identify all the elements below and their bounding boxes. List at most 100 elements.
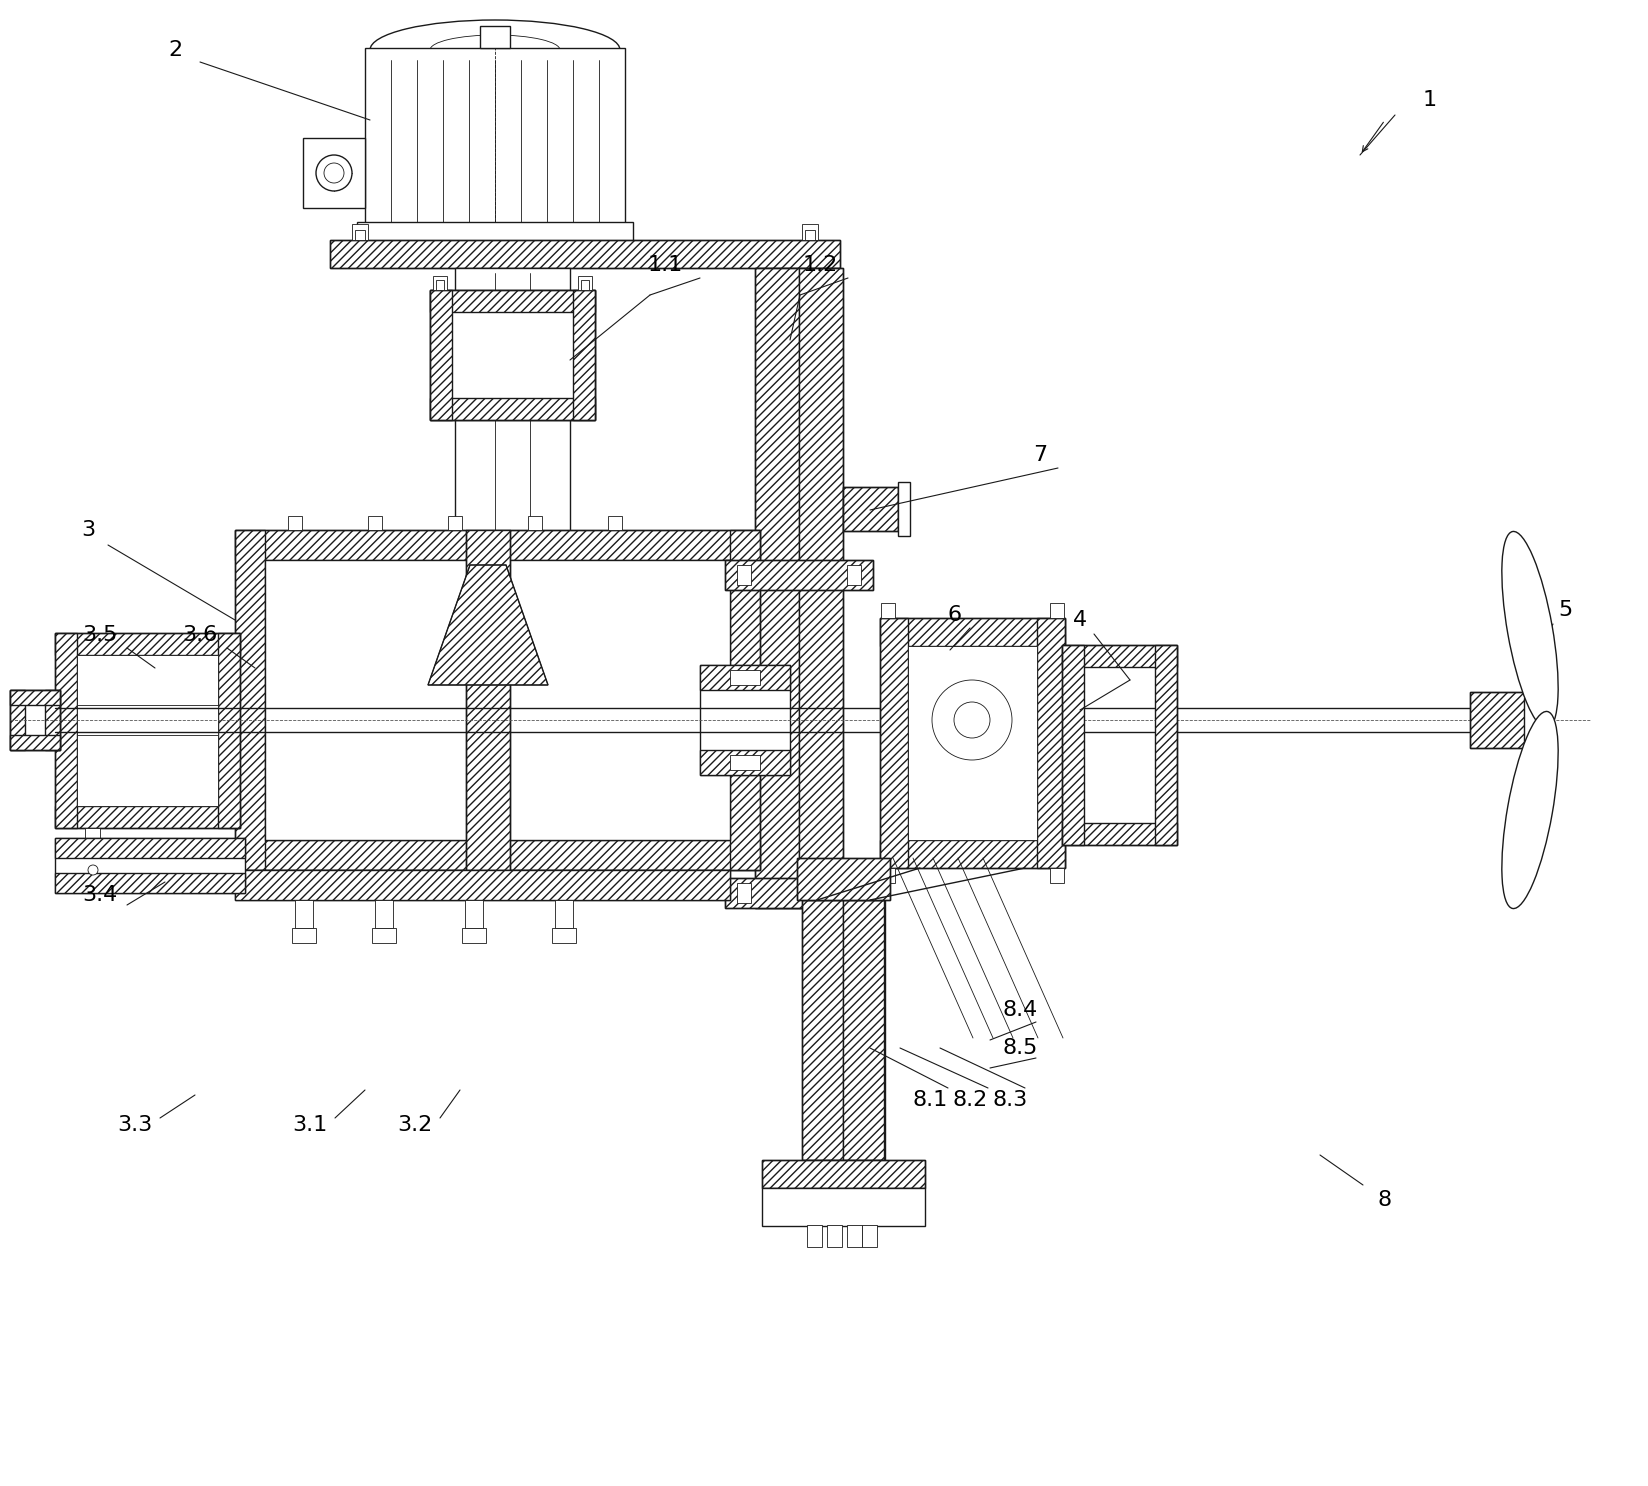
Bar xyxy=(430,290,595,421)
Bar xyxy=(354,230,364,241)
Bar xyxy=(10,690,59,704)
Bar xyxy=(725,878,872,908)
Bar xyxy=(1154,645,1177,846)
Text: 8.1: 8.1 xyxy=(911,1091,948,1110)
Text: 3.2: 3.2 xyxy=(397,1114,432,1135)
Ellipse shape xyxy=(1501,712,1557,908)
Bar xyxy=(755,267,799,908)
Bar xyxy=(847,565,860,585)
Bar xyxy=(796,857,890,901)
Text: 3: 3 xyxy=(81,520,96,539)
Bar xyxy=(725,560,872,590)
Text: 8: 8 xyxy=(1378,1190,1391,1210)
Text: 7: 7 xyxy=(1032,444,1046,465)
Bar xyxy=(799,267,842,908)
Bar xyxy=(880,618,908,868)
Bar xyxy=(1468,692,1524,747)
Circle shape xyxy=(87,865,97,875)
Bar xyxy=(480,25,509,48)
Bar xyxy=(761,1161,925,1187)
Bar xyxy=(86,857,107,869)
Bar xyxy=(880,840,1065,868)
Bar xyxy=(761,1161,925,1187)
Bar xyxy=(356,221,633,242)
Text: 1.2: 1.2 xyxy=(803,256,837,275)
Bar xyxy=(898,481,910,536)
Bar xyxy=(801,901,885,1161)
Ellipse shape xyxy=(1501,532,1557,728)
Bar xyxy=(806,1224,821,1247)
Bar xyxy=(461,927,486,944)
Bar xyxy=(236,531,265,869)
Bar xyxy=(77,655,218,805)
Bar xyxy=(330,241,839,267)
Text: 3.1: 3.1 xyxy=(292,1114,328,1135)
Bar xyxy=(351,224,368,241)
Bar xyxy=(44,690,59,750)
Bar xyxy=(430,290,595,421)
Bar xyxy=(435,279,443,290)
Bar xyxy=(737,565,750,585)
Bar xyxy=(374,901,392,927)
Bar xyxy=(501,348,524,398)
Bar xyxy=(54,633,241,828)
Bar xyxy=(1037,618,1065,868)
Bar xyxy=(77,704,218,736)
Bar xyxy=(10,690,59,750)
Bar xyxy=(880,603,895,618)
Bar xyxy=(54,805,241,828)
Bar xyxy=(364,48,625,241)
Bar xyxy=(236,531,760,869)
Bar xyxy=(572,290,595,421)
Bar xyxy=(372,927,396,944)
Bar xyxy=(699,666,789,690)
Bar xyxy=(908,646,1037,840)
Bar xyxy=(1468,692,1524,747)
Bar xyxy=(730,755,760,770)
Bar xyxy=(578,276,592,290)
Text: 4: 4 xyxy=(1073,609,1086,630)
Bar xyxy=(804,230,814,241)
Bar xyxy=(54,838,246,893)
Text: 8.2: 8.2 xyxy=(953,1091,987,1110)
Bar xyxy=(880,618,1065,868)
Bar xyxy=(699,666,789,776)
Circle shape xyxy=(931,681,1012,759)
Bar xyxy=(430,398,595,421)
Circle shape xyxy=(323,163,344,183)
Bar xyxy=(10,736,59,750)
Bar xyxy=(796,857,890,901)
Text: 3.3: 3.3 xyxy=(117,1114,153,1135)
Text: 8.5: 8.5 xyxy=(1002,1039,1037,1058)
Bar xyxy=(433,276,447,290)
Bar xyxy=(725,878,872,908)
Bar xyxy=(1523,698,1541,742)
Circle shape xyxy=(316,155,351,192)
Bar xyxy=(608,516,621,531)
Bar xyxy=(265,560,730,840)
Bar xyxy=(236,869,730,901)
Bar xyxy=(880,868,895,883)
Bar xyxy=(10,690,25,750)
Text: 8.4: 8.4 xyxy=(1002,1000,1037,1019)
Text: 2: 2 xyxy=(168,40,181,59)
Bar xyxy=(54,633,77,828)
Bar xyxy=(466,531,509,869)
Bar xyxy=(555,901,572,927)
Bar xyxy=(54,872,246,893)
Polygon shape xyxy=(428,565,547,685)
Bar xyxy=(1050,868,1063,883)
Bar xyxy=(725,560,872,590)
Bar xyxy=(455,267,570,560)
Bar xyxy=(236,840,760,869)
Bar xyxy=(1061,823,1177,846)
Bar xyxy=(847,1224,862,1247)
Bar xyxy=(842,487,898,531)
Bar xyxy=(730,670,760,685)
Bar xyxy=(54,838,246,857)
Bar xyxy=(801,224,817,241)
Bar xyxy=(842,487,898,531)
Bar xyxy=(430,290,595,312)
Text: 6: 6 xyxy=(948,605,961,626)
Bar xyxy=(755,267,842,908)
